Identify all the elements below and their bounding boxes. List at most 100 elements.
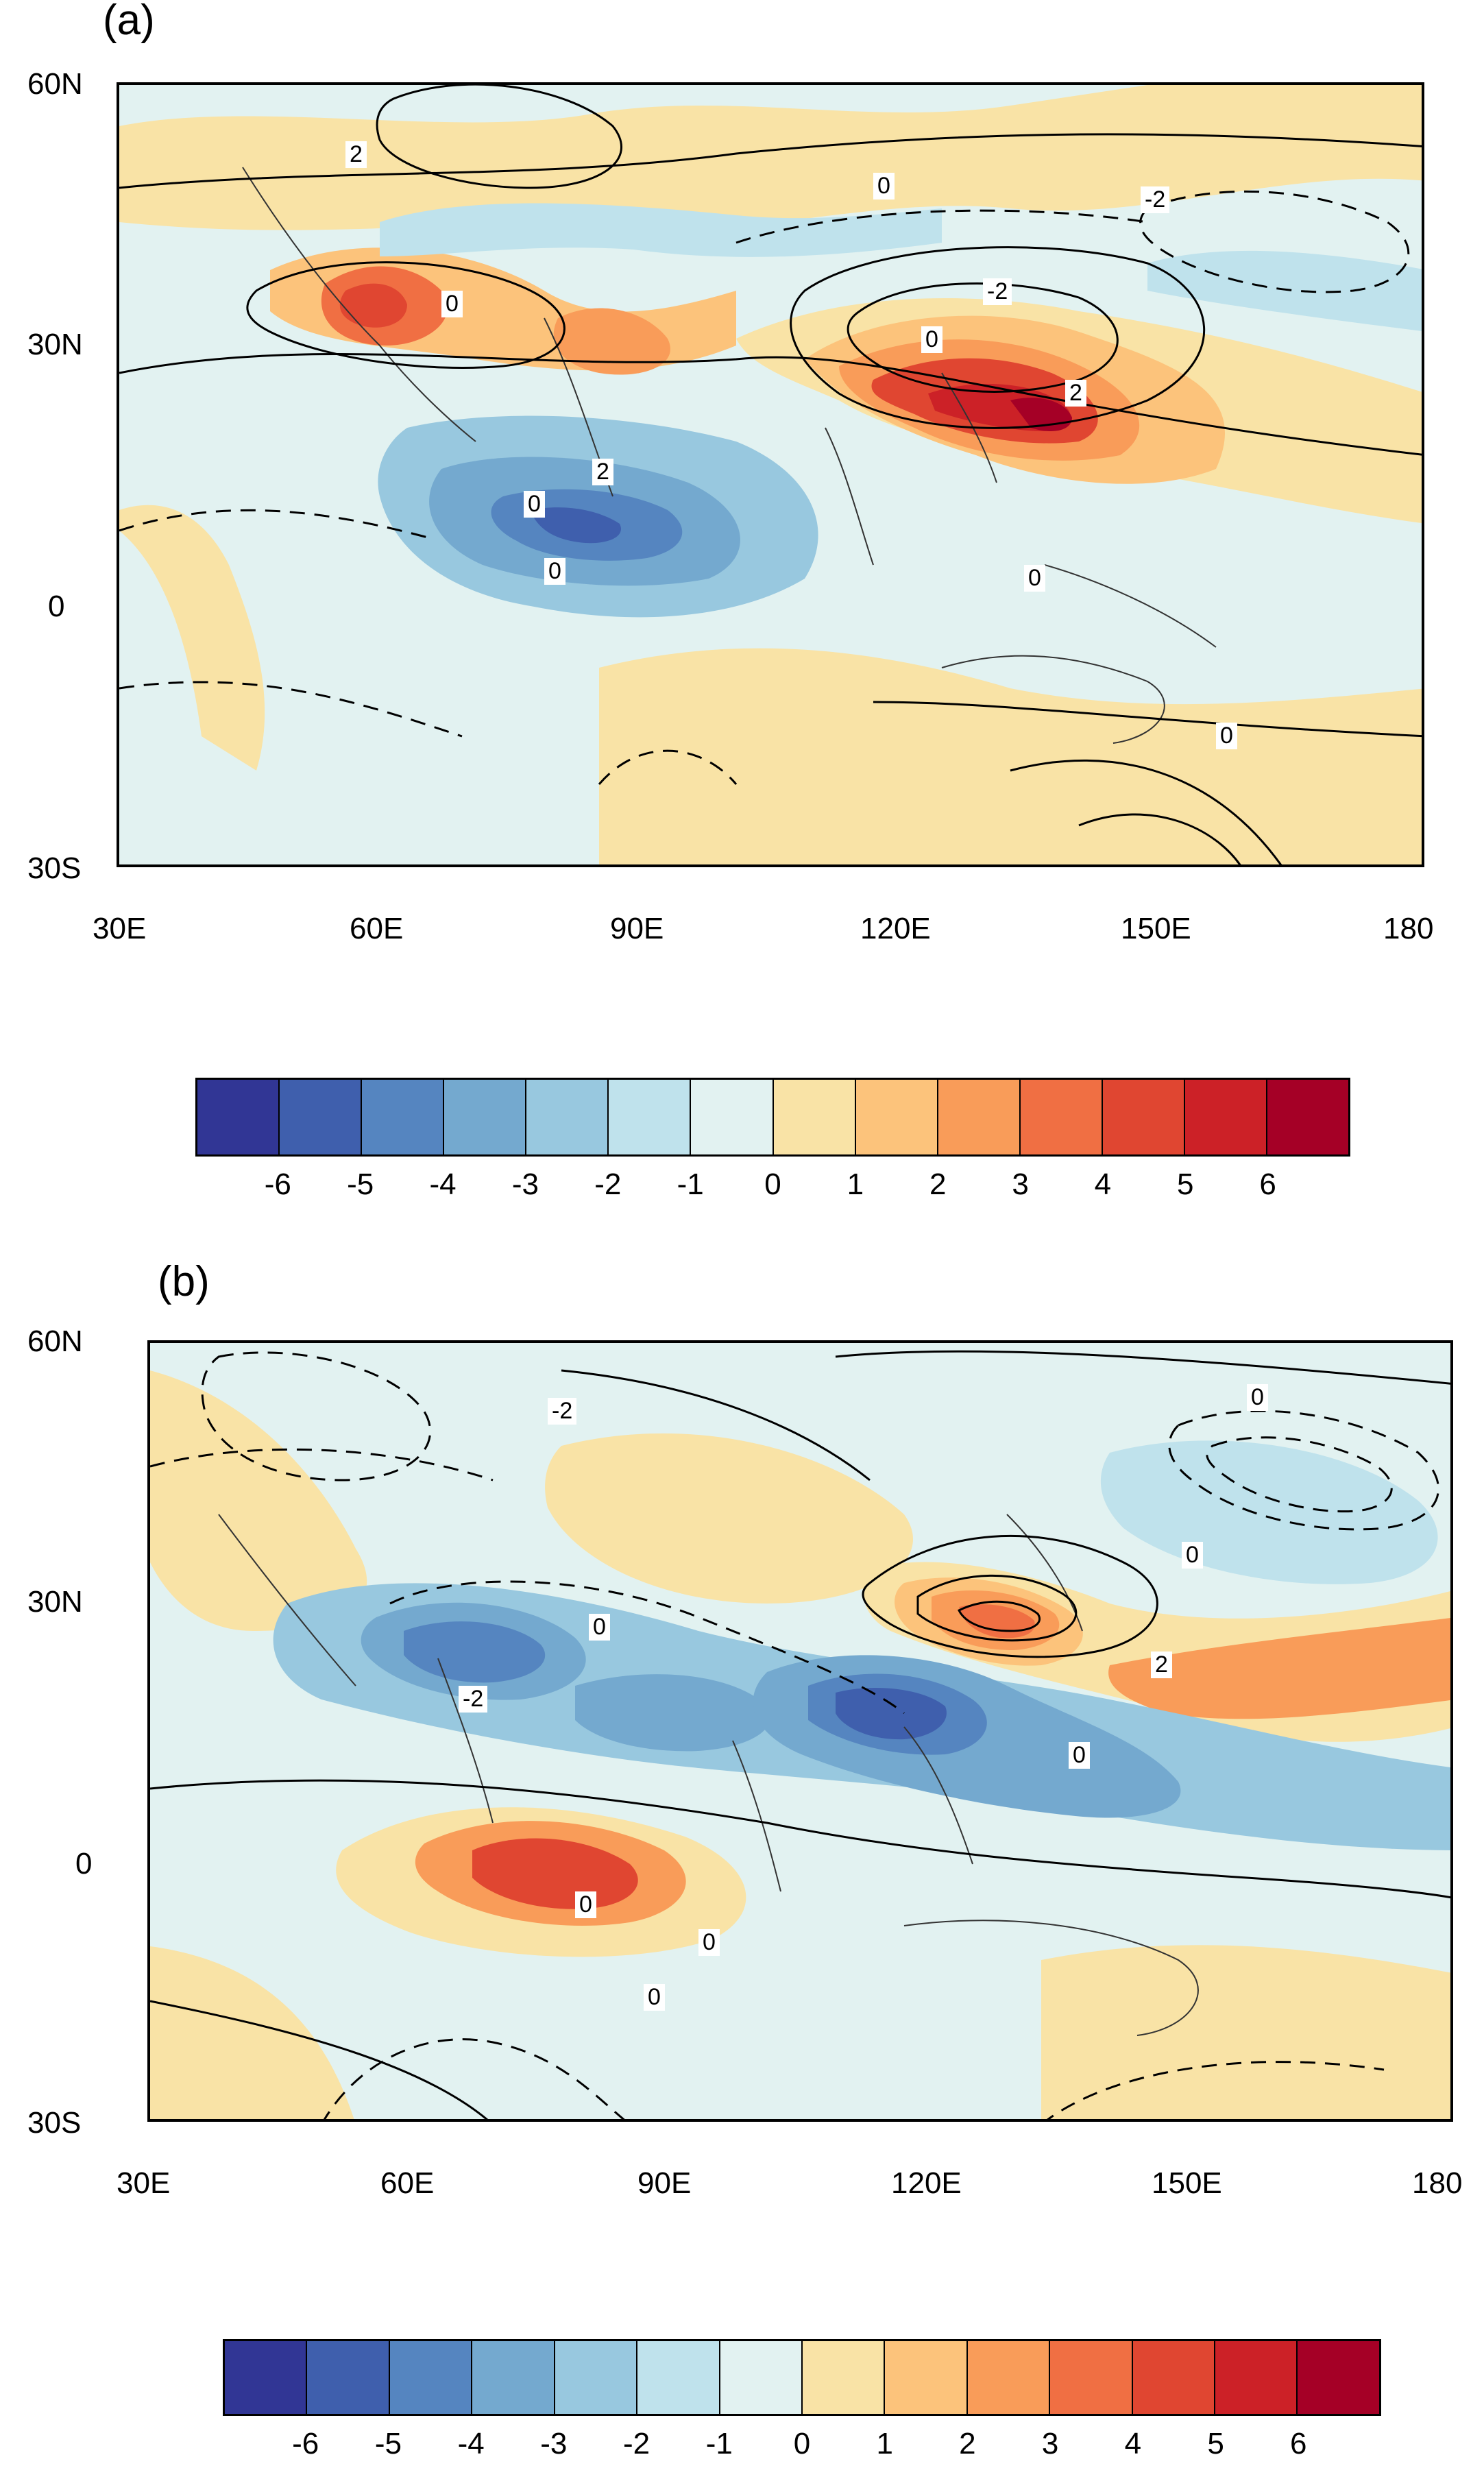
colorbar-tick-label: 4 xyxy=(1124,2427,1142,2460)
colorbar-swatch xyxy=(555,2341,638,2414)
colorbar-tick-label: 2 xyxy=(959,2427,976,2460)
panel-b-field xyxy=(150,1350,1450,2119)
colorbar-swatch xyxy=(1050,2341,1133,2414)
colorbar-swatch xyxy=(197,1080,280,1154)
contour-label: 0 xyxy=(698,1929,720,1956)
panel-a-colorbar-labels: -6 -5 -4 -3 -2 -1 0 1 2 3 4 5 6 xyxy=(195,1168,1350,1209)
colorbar-tick-label: -1 xyxy=(705,2427,733,2460)
colorbar-swatch xyxy=(307,2341,390,2414)
colorbar-swatch xyxy=(1102,1080,1185,1154)
lat-label: 30S xyxy=(27,851,82,885)
colorbar-swatch xyxy=(855,1080,938,1154)
colorbar-swatch xyxy=(720,2341,803,2414)
lon-label: 120E xyxy=(860,912,931,945)
contour-label: -2 xyxy=(548,1398,577,1425)
lon-label: 60E xyxy=(350,912,404,945)
lon-label: 90E xyxy=(637,2166,692,2200)
colorbar-tick-label: 6 xyxy=(1290,2427,1307,2460)
panel-b-colorbar xyxy=(223,2339,1381,2416)
colorbar-swatch xyxy=(225,2341,308,2414)
colorbar-swatch xyxy=(1132,2341,1216,2414)
colorbar-tick-label: 2 xyxy=(929,1168,947,1201)
colorbar-tick-label: 1 xyxy=(876,2427,893,2460)
colorbar-swatch xyxy=(938,1080,1021,1154)
panel-a: (a) xyxy=(0,0,1484,1227)
panel-b: (b) xyxy=(0,1234,1484,2461)
colorbar-swatch xyxy=(526,1080,609,1154)
colorbar-swatch xyxy=(802,2341,886,2414)
lon-label: 30E xyxy=(117,2166,171,2200)
colorbar-tick-label: 1 xyxy=(847,1168,864,1201)
colorbar-swatch xyxy=(1020,1080,1103,1154)
colorbar-tick-label: -2 xyxy=(594,1168,622,1201)
colorbar-swatch xyxy=(1215,2341,1298,2414)
colorbar-tick-label: 0 xyxy=(764,1168,781,1201)
panel-a-map: 2 0 -2 0 -2 0 0 2 2 0 0 0 xyxy=(117,82,1424,867)
contour-label: 2 xyxy=(592,459,613,485)
lon-label: 180 xyxy=(1383,912,1434,945)
colorbar-tick-label: 4 xyxy=(1094,1168,1112,1201)
lat-label: 60N xyxy=(27,1324,83,1358)
lon-label: 120E xyxy=(891,2166,962,2200)
contour-label: 0 xyxy=(1247,1384,1268,1411)
colorbar-tick-label: -3 xyxy=(540,2427,568,2460)
lat-label: 0 xyxy=(48,590,65,623)
contour-label: -2 xyxy=(983,278,1012,305)
lat-label: 30N xyxy=(27,1585,83,1619)
contour-label: 0 xyxy=(1069,1742,1090,1769)
colorbar-swatch xyxy=(444,1080,527,1154)
colorbar-swatch xyxy=(389,2341,473,2414)
colorbar-tick-label: -2 xyxy=(623,2427,650,2460)
contour-label: -2 xyxy=(1141,186,1170,213)
lat-label: 60N xyxy=(27,67,83,101)
contour-label: 2 xyxy=(1065,380,1086,407)
colorbar-swatch xyxy=(1267,1080,1349,1154)
contour-label: 0 xyxy=(644,1984,665,2011)
lat-label: 30N xyxy=(27,328,83,361)
lon-label: 30E xyxy=(93,912,147,945)
panel-a-colorbar xyxy=(195,1078,1350,1157)
lat-label: 0 xyxy=(75,1847,93,1880)
colorbar-swatch xyxy=(885,2341,968,2414)
colorbar-swatch xyxy=(691,1080,774,1154)
colorbar-swatch xyxy=(773,1080,856,1154)
lon-label: 150E xyxy=(1121,912,1191,945)
colorbar-tick-label: 3 xyxy=(1041,2427,1059,2460)
colorbar-swatch xyxy=(637,2341,720,2414)
lat-label: 30S xyxy=(27,2106,82,2140)
contour-label: -2 xyxy=(459,1686,488,1713)
contour-label: 2 xyxy=(345,141,367,168)
colorbar-tick-label: 3 xyxy=(1012,1168,1029,1201)
colorbar-swatch xyxy=(1184,1080,1268,1154)
contour-label: 2 xyxy=(1151,1652,1172,1678)
lon-label: 180 xyxy=(1412,2166,1463,2200)
panel-a-field xyxy=(119,85,1422,864)
contour-label: 0 xyxy=(544,558,565,585)
lon-label: 150E xyxy=(1152,2166,1222,2200)
contour-label: 0 xyxy=(1216,723,1237,749)
lon-label: 90E xyxy=(610,912,664,945)
colorbar-swatch xyxy=(362,1080,445,1154)
colorbar-tick-label: -5 xyxy=(374,2427,402,2460)
contour-label: 0 xyxy=(921,326,942,353)
panel-b-label: (b) xyxy=(158,1258,210,1305)
colorbar-tick-label: -3 xyxy=(511,1168,539,1201)
contour-label: 0 xyxy=(589,1614,610,1641)
panel-b-colorbar-labels: -6 -5 -4 -3 -2 -1 0 1 2 3 4 5 6 xyxy=(223,2427,1381,2468)
colorbar-tick-label: -4 xyxy=(457,2427,485,2460)
colorbar-tick-label: -4 xyxy=(429,1168,457,1201)
colorbar-swatch xyxy=(472,2341,555,2414)
colorbar-tick-label: -6 xyxy=(292,2427,319,2460)
colorbar-tick-label: 0 xyxy=(793,2427,811,2460)
contour-label: 0 xyxy=(524,491,545,518)
colorbar-tick-label: -1 xyxy=(677,1168,704,1201)
panel-b-map: -2 0 0 0 2 -2 0 0 0 0 xyxy=(147,1340,1453,2122)
contour-label: 0 xyxy=(1182,1542,1203,1569)
contour-label: 0 xyxy=(1024,565,1045,592)
colorbar-tick-label: -6 xyxy=(264,1168,291,1201)
contour-label: 0 xyxy=(575,1891,596,1918)
colorbar-swatch xyxy=(967,2341,1051,2414)
colorbar-swatch xyxy=(280,1080,363,1154)
colorbar-tick-label: 6 xyxy=(1259,1168,1276,1201)
lon-label: 60E xyxy=(380,2166,435,2200)
